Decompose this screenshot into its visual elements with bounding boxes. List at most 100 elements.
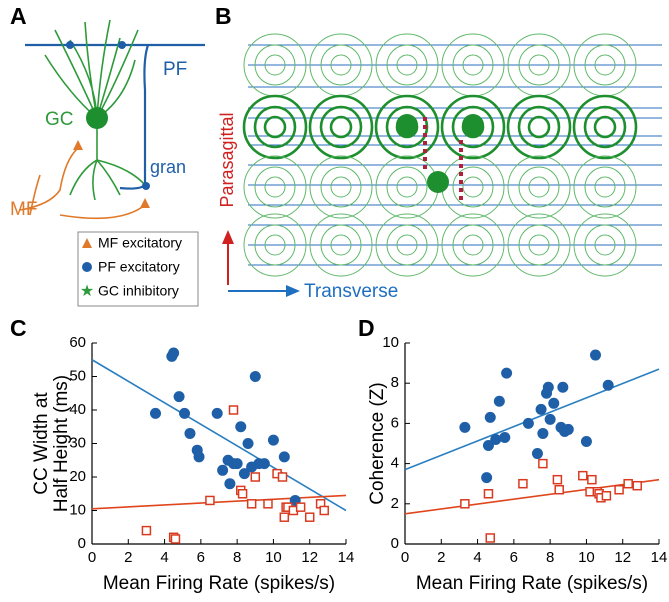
field	[330, 176, 352, 198]
point	[483, 489, 494, 499]
y-tick-label: 4	[391, 455, 399, 472]
field	[243, 155, 307, 219]
x-tick-label: 14	[338, 549, 355, 566]
axis-label: Parasagittal	[217, 112, 237, 207]
legend-marker	[82, 238, 92, 248]
point	[482, 440, 494, 452]
field	[254, 166, 296, 208]
field	[518, 166, 560, 208]
mf-marker	[73, 140, 150, 208]
point	[548, 397, 560, 409]
synapse	[118, 41, 126, 49]
y-tick-label: 40	[69, 401, 86, 418]
field	[242, 94, 308, 160]
legend-label: MF excitatory	[98, 235, 182, 251]
x-tick-label: 6	[510, 549, 518, 566]
synapse	[66, 41, 74, 49]
point	[542, 381, 554, 393]
field	[264, 54, 286, 76]
fit-line	[91, 359, 347, 512]
point	[587, 474, 597, 485]
cell	[462, 114, 484, 136]
field	[584, 166, 626, 208]
point	[279, 512, 290, 522]
field	[452, 166, 494, 208]
field	[527, 115, 551, 139]
point	[485, 533, 496, 543]
panel-label: B	[215, 3, 232, 29]
field	[309, 155, 373, 219]
point	[168, 347, 180, 359]
x-tick-label: 10	[578, 549, 595, 566]
point	[499, 431, 511, 443]
field	[451, 105, 495, 149]
field	[528, 176, 550, 198]
field	[518, 224, 560, 266]
point	[263, 499, 273, 509]
y-tick-label: 8	[391, 374, 399, 391]
field	[309, 213, 373, 277]
field	[375, 213, 439, 277]
point	[557, 381, 569, 393]
point	[258, 458, 270, 470]
x-tick-label: 14	[651, 549, 668, 566]
field	[584, 44, 626, 86]
neuron-diagram	[19, 19, 205, 220]
fit-line	[91, 494, 347, 510]
point	[267, 434, 279, 446]
field	[584, 224, 626, 266]
fit-line	[404, 478, 660, 515]
point	[632, 480, 642, 491]
point	[231, 458, 243, 470]
y-axis-label: Coherence (Z)	[367, 382, 388, 505]
point	[602, 379, 614, 391]
x-tick-label: 4	[473, 549, 481, 566]
x-tick-label: 12	[614, 549, 631, 566]
field	[386, 224, 428, 266]
legend-label: PF excitatory	[98, 259, 180, 275]
field	[573, 155, 637, 219]
point	[304, 512, 315, 522]
x-axis-label: Mean Firing Rate (spikes/s)	[416, 573, 648, 594]
point	[580, 435, 592, 447]
panel-label: D	[358, 315, 375, 341]
point	[554, 484, 564, 495]
point	[173, 391, 185, 403]
point	[590, 349, 601, 361]
field	[462, 176, 484, 198]
label: GC	[45, 109, 74, 130]
cell-body	[86, 107, 108, 129]
field	[263, 115, 287, 139]
point	[278, 451, 290, 463]
point	[537, 427, 549, 439]
field	[462, 54, 484, 76]
field	[452, 224, 494, 266]
field	[452, 44, 494, 86]
x-axis-label: Mean Firing Rate (spikes/s)	[103, 573, 335, 594]
field	[386, 166, 428, 208]
point	[518, 478, 528, 489]
field	[518, 44, 560, 86]
field	[254, 224, 296, 266]
point	[246, 499, 257, 509]
point	[490, 433, 502, 445]
field	[319, 105, 363, 149]
field	[374, 94, 440, 160]
field	[594, 54, 616, 76]
field	[507, 213, 571, 277]
cell	[396, 114, 418, 136]
x-tick-label: 8	[233, 549, 241, 566]
legend-box	[77, 231, 199, 307]
x-tick-label: 12	[301, 549, 318, 566]
y-tick-label: 0	[391, 535, 399, 552]
field	[441, 213, 505, 277]
point	[238, 468, 250, 480]
field	[594, 176, 616, 198]
point	[562, 423, 574, 435]
field	[440, 94, 506, 160]
point	[522, 417, 534, 429]
point	[459, 421, 471, 433]
field	[572, 94, 638, 160]
field	[594, 234, 616, 256]
field	[308, 94, 374, 160]
